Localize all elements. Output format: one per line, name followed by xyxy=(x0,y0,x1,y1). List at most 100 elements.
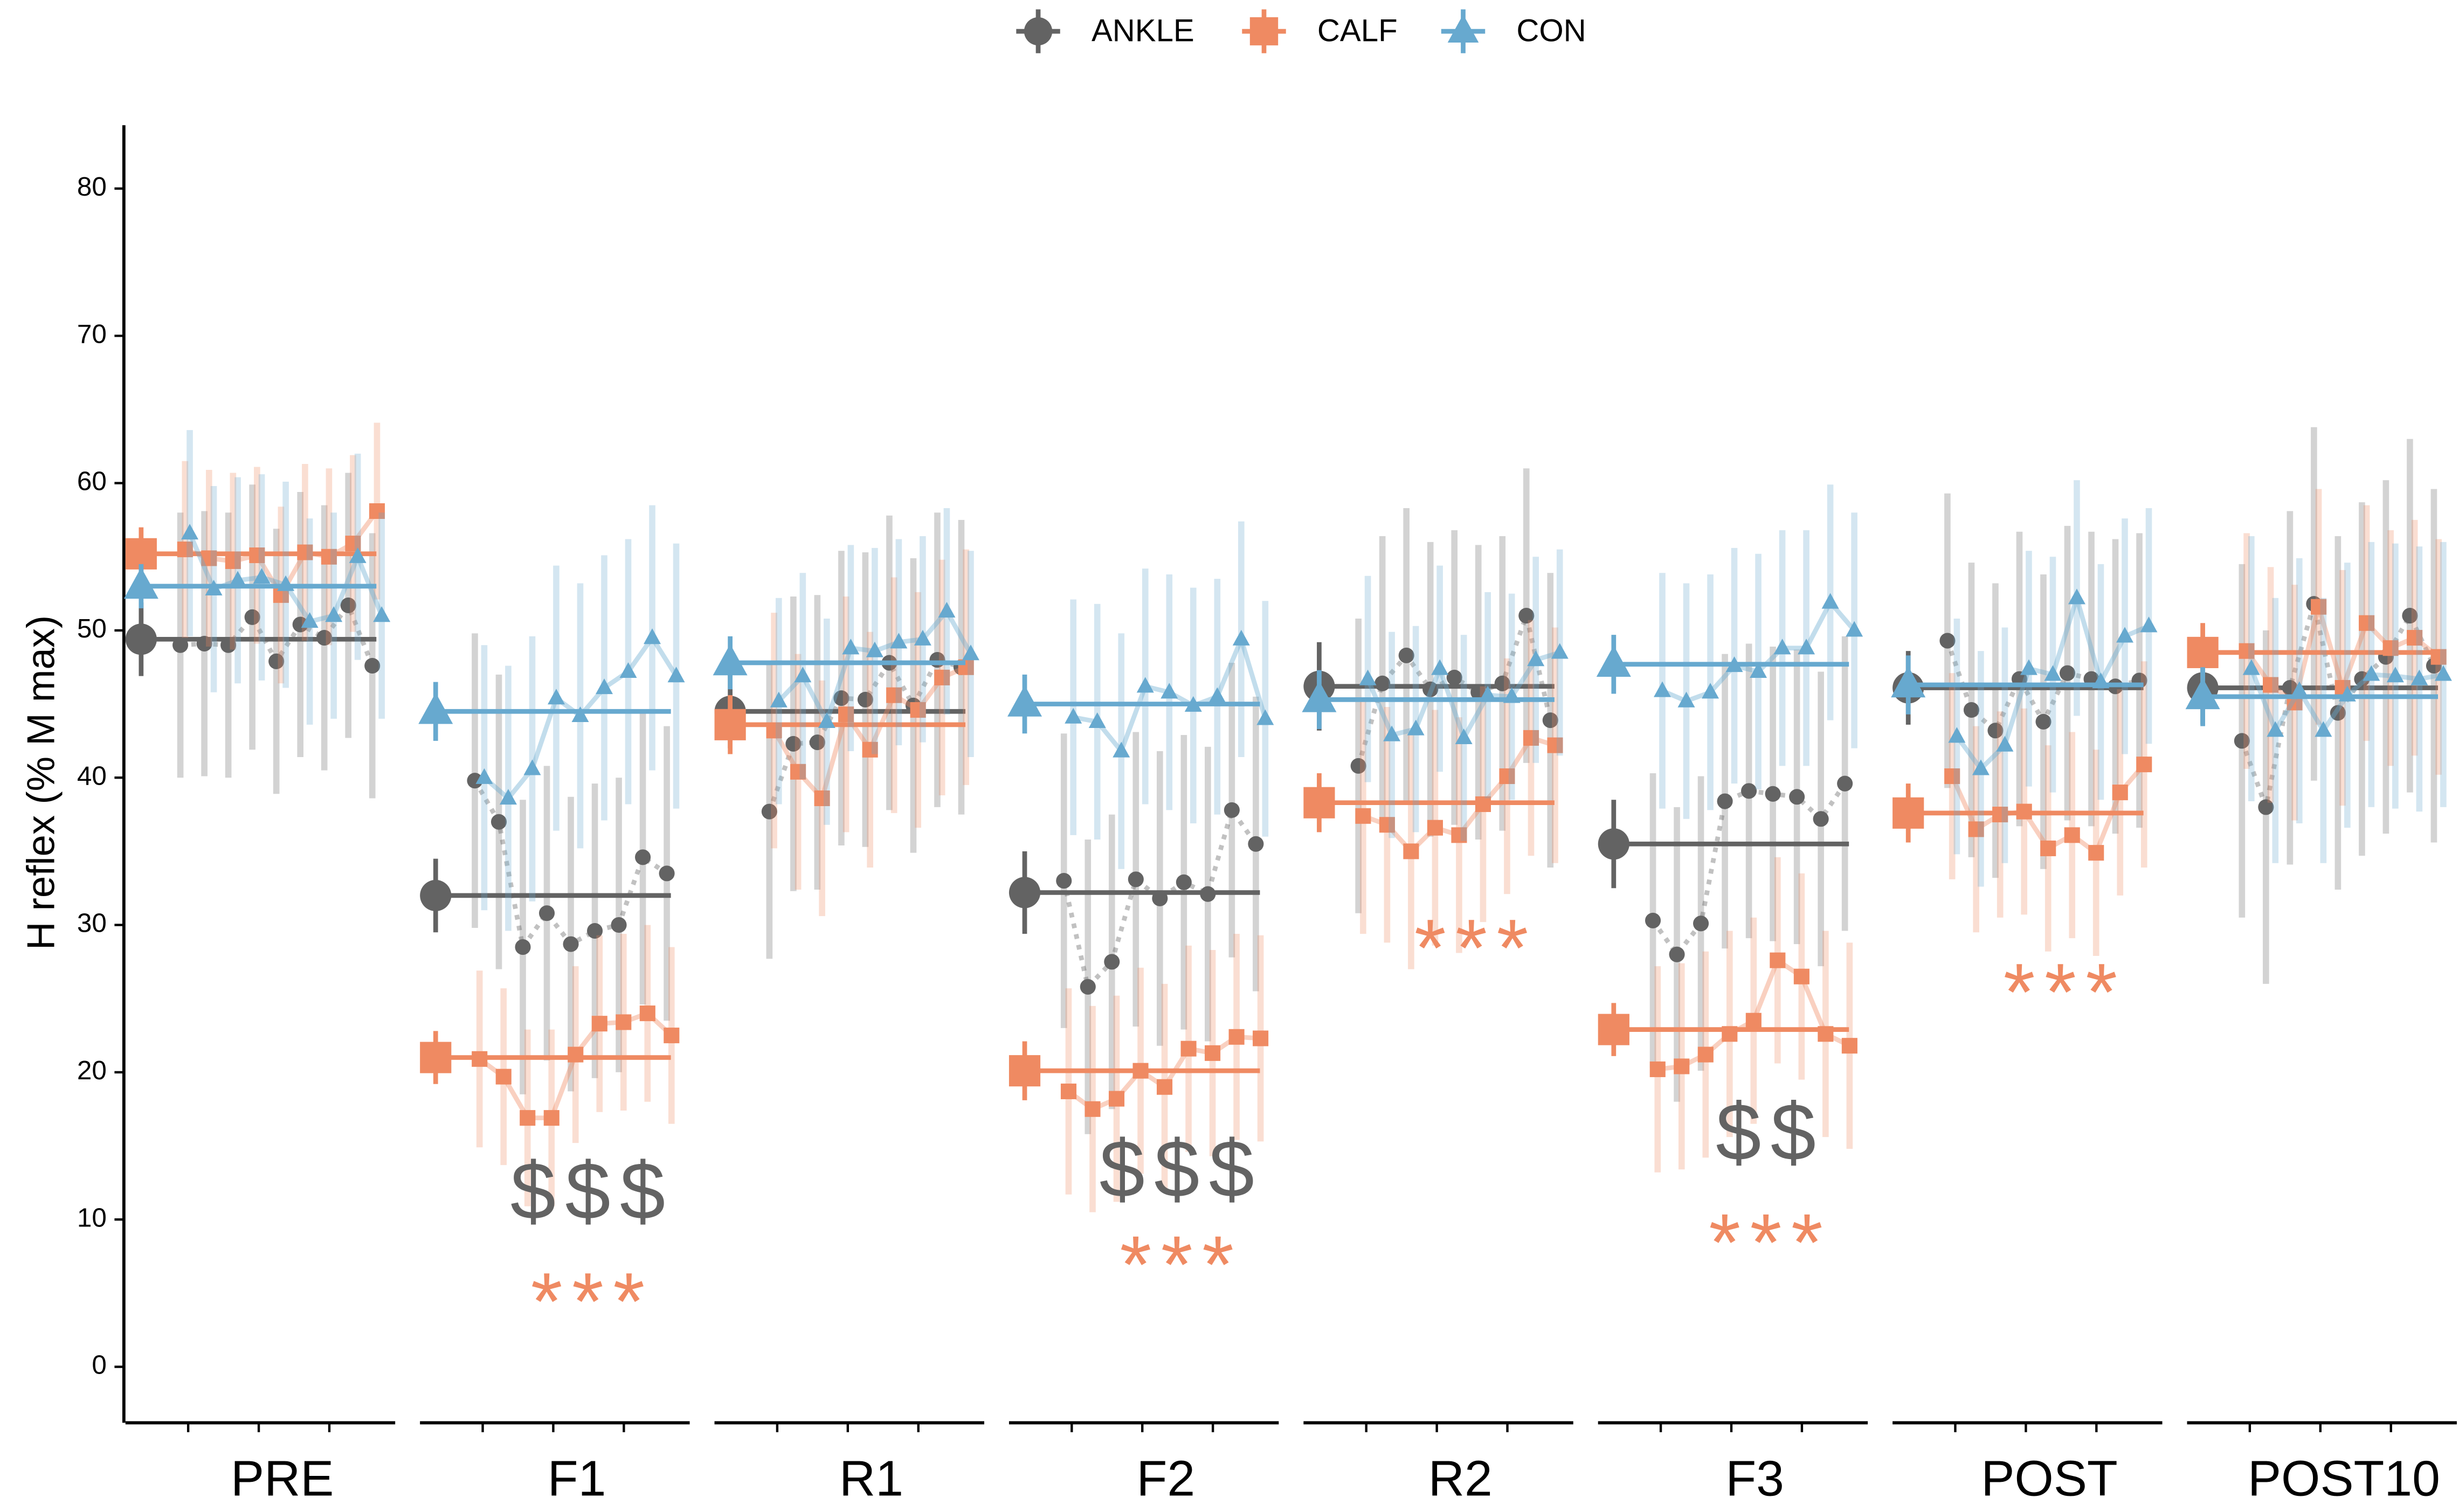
point xyxy=(1542,712,1558,729)
point xyxy=(1987,723,2004,739)
point xyxy=(664,1028,680,1044)
point xyxy=(1056,873,1072,889)
point xyxy=(1065,708,1082,724)
mean-marker xyxy=(2187,636,2219,668)
annotation: *** xyxy=(1414,903,1538,994)
mean-marker xyxy=(1892,797,1924,829)
point xyxy=(1224,802,1240,818)
point xyxy=(364,657,381,674)
point xyxy=(1422,681,1439,697)
point xyxy=(2359,615,2375,631)
point xyxy=(2315,721,2332,737)
point xyxy=(1355,808,1371,824)
point xyxy=(321,549,337,565)
point xyxy=(2267,721,2284,737)
point xyxy=(1113,741,1130,758)
point xyxy=(325,606,343,622)
point xyxy=(1374,675,1391,691)
point xyxy=(842,639,860,655)
mean-marker xyxy=(2185,678,2220,710)
mean-marker xyxy=(1598,1014,1629,1045)
point xyxy=(619,662,637,678)
point xyxy=(2016,803,2032,820)
annotation: $$ xyxy=(1716,1087,1825,1178)
point xyxy=(523,759,541,775)
point xyxy=(1499,768,1515,785)
point xyxy=(790,764,806,780)
y-tick-label: 70 xyxy=(77,319,107,349)
point xyxy=(1088,712,1106,728)
point xyxy=(2330,705,2346,721)
point xyxy=(538,905,555,921)
series-group xyxy=(125,422,2447,1212)
legend-label: ANKLE xyxy=(1092,13,1194,48)
point xyxy=(1248,836,1264,852)
point xyxy=(1992,807,2008,823)
annotation: *** xyxy=(1709,1197,1832,1288)
point xyxy=(1750,662,1767,678)
point xyxy=(1208,687,1226,703)
point xyxy=(2242,659,2260,675)
point xyxy=(1944,768,1960,785)
point xyxy=(1152,890,1168,906)
point xyxy=(491,814,507,830)
point xyxy=(2234,733,2250,749)
point xyxy=(2116,627,2134,643)
point xyxy=(934,669,950,685)
point xyxy=(1669,946,1685,962)
point xyxy=(499,789,517,805)
point xyxy=(1475,796,1491,812)
point xyxy=(181,524,199,540)
y-tick-label: 40 xyxy=(77,761,107,790)
mean-marker xyxy=(1302,681,1337,712)
point xyxy=(1253,1030,1269,1046)
panel-label: F3 xyxy=(1725,1450,1784,1506)
point xyxy=(1674,1058,1690,1074)
point xyxy=(244,609,260,625)
point xyxy=(1551,643,1569,659)
point xyxy=(2311,599,2327,615)
point xyxy=(1968,821,1984,837)
point xyxy=(2258,799,2274,815)
point xyxy=(1547,737,1563,753)
legend-marker xyxy=(1249,17,1279,46)
point xyxy=(1677,691,1695,708)
point xyxy=(616,1014,632,1030)
point xyxy=(2239,643,2255,659)
point xyxy=(914,629,931,646)
point xyxy=(1132,1063,1149,1079)
point xyxy=(838,706,854,723)
point xyxy=(611,917,627,933)
point xyxy=(587,923,603,939)
point xyxy=(268,653,285,669)
point xyxy=(639,1005,655,1022)
point xyxy=(2407,630,2423,646)
point xyxy=(277,575,295,591)
point xyxy=(297,544,313,560)
point xyxy=(568,1046,584,1063)
panel-label: POST10 xyxy=(2248,1450,2440,1506)
point xyxy=(2136,757,2152,773)
y-tick-label: 30 xyxy=(77,908,107,938)
point xyxy=(1741,783,1757,799)
annotation: *** xyxy=(1120,1219,1243,1310)
point xyxy=(1398,647,1414,663)
point xyxy=(938,601,956,618)
point xyxy=(635,849,651,865)
point xyxy=(1963,702,1980,718)
point xyxy=(1085,1101,1101,1117)
point xyxy=(1818,1026,1834,1042)
point-line xyxy=(1061,804,1258,992)
point xyxy=(1765,786,1781,802)
point xyxy=(2035,713,2052,730)
point xyxy=(1770,952,1786,968)
point xyxy=(196,635,212,652)
point xyxy=(1722,1026,1738,1042)
point xyxy=(1080,979,1096,995)
point xyxy=(520,1110,536,1126)
point xyxy=(2140,616,2158,633)
point xyxy=(292,616,308,633)
point xyxy=(1523,730,1539,746)
point xyxy=(1789,789,1805,805)
